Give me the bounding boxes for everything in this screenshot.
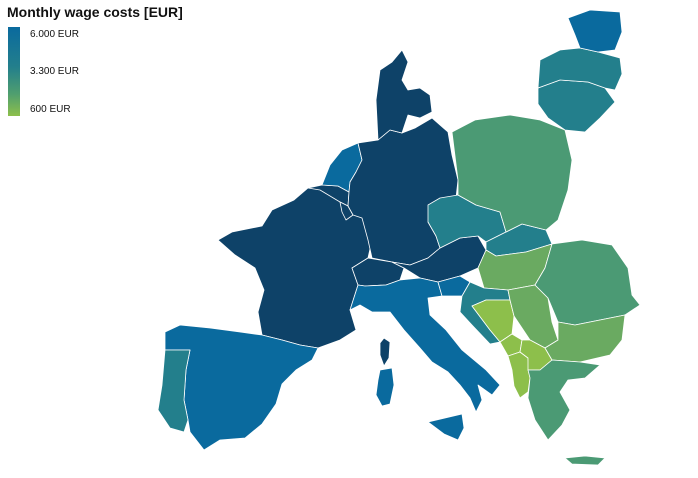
legend-label-mid: 3.300 EUR <box>30 66 79 77</box>
country-bosnia[interactable] <box>471 299 515 343</box>
country-italy[interactable] <box>349 277 501 413</box>
country-romania[interactable] <box>534 239 641 326</box>
country-crete[interactable] <box>564 455 606 466</box>
legend-label-low: 600 EUR <box>30 104 71 115</box>
country-estonia[interactable] <box>567 9 623 53</box>
country-poland[interactable] <box>451 114 573 233</box>
country-sicily[interactable] <box>427 413 465 441</box>
legend-label-high: 6.000 EUR <box>30 29 79 40</box>
legend-gradient-bar <box>8 27 20 116</box>
country-corsica[interactable] <box>379 337 391 367</box>
country-portugal[interactable] <box>157 349 191 433</box>
color-legend: 6.000 EUR 3.300 EUR 600 EUR <box>8 26 128 118</box>
country-latvia[interactable] <box>537 47 623 91</box>
country-albania[interactable] <box>507 351 531 399</box>
country-sardinia[interactable] <box>375 367 395 407</box>
country-luxembourg[interactable] <box>339 201 354 221</box>
country-greece[interactable] <box>527 359 601 441</box>
country-bulgaria[interactable] <box>544 314 626 363</box>
map-title: Monthly wage costs [EUR] <box>7 4 183 20</box>
country-spain[interactable] <box>164 324 319 451</box>
country-denmark[interactable] <box>375 49 433 141</box>
